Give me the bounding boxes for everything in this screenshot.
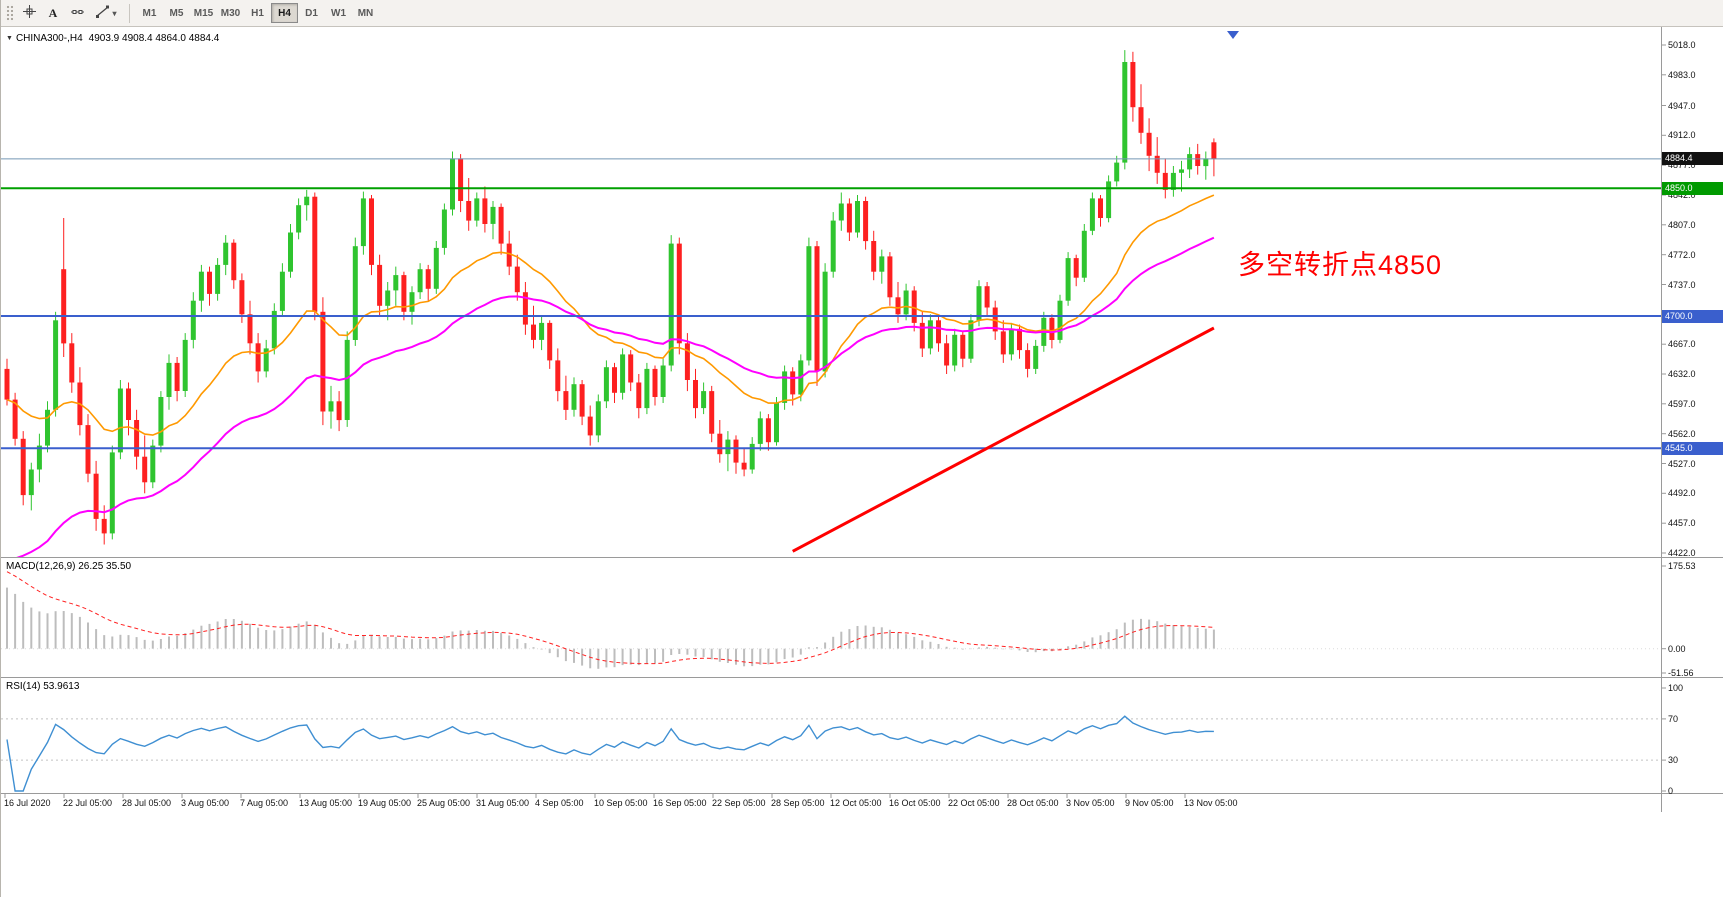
time-axis-label: 31 Aug 05:00 [476,798,530,808]
time-axis-label: 16 Jul 2020 [4,798,51,808]
time-axis-label: 22 Sep 05:00 [712,798,766,808]
time-axis-label: 28 Oct 05:00 [1007,798,1059,808]
horizontal-line-tool-button[interactable] [65,3,89,24]
time-axis-label: 10 Sep 05:00 [594,798,648,808]
time-axis-label: 22 Jul 05:00 [63,798,113,808]
ma-fast-line [6,194,1215,436]
ma-slow-line [16,236,1215,557]
time-axis-label: 3 Nov 05:00 [1066,798,1115,808]
trendline-icon [95,4,110,23]
time-axis-label: 22 Oct 05:00 [948,798,1000,808]
time-axis-label: 13 Nov 05:00 [1184,798,1238,808]
price-axis-label: 5018.0 [1668,40,1696,50]
rsi-axis-label: 70 [1668,713,1679,724]
price-axis-label: 4772.0 [1668,249,1696,260]
price-axis-label: 4947.0 [1668,100,1696,111]
price-badge-4850.0: 4850.0 [1662,181,1723,195]
time-axis-label: 19 Aug 05:00 [358,798,412,808]
price-axis-label: 4983.0 [1668,69,1696,80]
timeframe-button-h1[interactable]: H1 [244,3,271,23]
timeframe-button-w1[interactable]: W1 [325,3,352,23]
timeframe-button-h4[interactable]: H4 [271,3,298,23]
toolbar: A ▾ M1 M5 M15 M30 H1 H4 D1 W1 MN [1,0,1723,27]
rsi-panel-label: RSI(14) 53.9613 [6,681,80,692]
chart-menu-icon[interactable]: ▼ [6,35,13,42]
macd-axis-label: -51.56 [1668,668,1694,678]
rsi-level-lines [1,718,1661,761]
chart-title: ▼ CHINA300-,H4 4903.9 4908.4 4864.0 4884.4 [6,33,219,44]
rsi-axis-label: 0 [1668,786,1674,796]
price-badge-4884.4: 4884.4 [1662,152,1723,166]
price-axis-label: 4457.0 [1668,518,1696,529]
macd-axis-label: 175.53 [1668,561,1696,571]
ohlc-values: 4903.9 4908.4 4864.0 4884.4 [88,33,220,44]
caret-down-icon: ▾ [112,8,117,18]
price-axis-label: 4492.0 [1668,488,1696,499]
timeframe-toolbar: M1 M5 M15 M30 H1 H4 D1 W1 MN [136,3,379,23]
time-axis-label: 25 Aug 05:00 [417,798,471,808]
rsi-line [6,715,1214,792]
time-axis-label: 12 Oct 05:00 [830,798,882,808]
price-axis-label: 4422.0 [1668,548,1696,558]
price-axis-label: 4562.0 [1668,428,1696,439]
time-axis-label: 9 Nov 05:00 [1125,798,1174,808]
crosshair-icon [22,4,37,23]
time-axis-label: 3 Aug 05:00 [181,798,230,808]
time-axis-label: 16 Sep 05:00 [653,798,707,808]
price-badge-4545.0: 4545.0 [1662,441,1723,455]
timeframe-button-m5[interactable]: M5 [163,3,190,23]
price-axis-label: 4632.0 [1668,369,1696,379]
macd-signal-line [6,571,1214,665]
macd-panel-label: MACD(12,26,9) 26.25 35.50 [6,561,132,572]
time-axis-label: 16 Oct 05:00 [889,798,941,808]
text-tool-icon: A [48,5,58,20]
chart-annotation-text[interactable]: 多空转折点4850 [1238,250,1443,280]
timeframe-button-d1[interactable]: D1 [298,3,325,23]
chart-shift-marker-icon[interactable] [1227,31,1239,39]
price-axis-label: 4597.0 [1668,398,1696,409]
toolbar-separator [129,3,130,23]
timeframe-button-m15[interactable]: M15 [190,3,217,23]
crosshair-tool-button[interactable] [17,3,41,24]
axis-ticks [4,44,1666,798]
time-axis-label: 7 Aug 05:00 [240,798,289,808]
price-axis-label: 4912.0 [1668,130,1696,141]
timeframe-button-m1[interactable]: M1 [136,3,163,23]
text-tool-button[interactable]: A [41,3,65,24]
price-badge-4700.0: 4700.0 [1662,309,1723,323]
horizontal-line-icon [70,4,85,23]
macd-axis-label: 0.00 [1668,643,1686,654]
time-axis-label: 13 Aug 05:00 [299,798,353,808]
time-axis-label: 4 Sep 05:00 [535,798,584,808]
toolbar-grip[interactable] [5,4,13,22]
macd-histogram [6,587,1215,669]
pane-separators [1,27,1723,812]
price-axis-label: 4842.0 [1668,190,1696,200]
price-axis-label: 4527.0 [1668,458,1696,469]
horizontal-price-lines[interactable] [1,158,1661,450]
price-axis-label: 4807.0 [1668,219,1696,230]
price-axis-label: 4737.0 [1668,279,1696,290]
trendline-tool-button[interactable]: ▾ [89,3,123,24]
rsi-axis-label: 30 [1668,755,1679,766]
symbol-period-label: CHINA300-,H4 [15,33,83,44]
trendline-object[interactable] [791,326,1215,553]
timeframe-button-mn[interactable]: MN [352,3,379,23]
time-axis-label: 28 Jul 05:00 [122,798,172,808]
price-axis-label: 4667.0 [1668,339,1696,350]
candles-layer [4,50,1217,545]
time-axis-label: 28 Sep 05:00 [771,798,825,808]
rsi-axis-label: 100 [1668,683,1684,693]
timeframe-button-m30[interactable]: M30 [217,3,244,23]
